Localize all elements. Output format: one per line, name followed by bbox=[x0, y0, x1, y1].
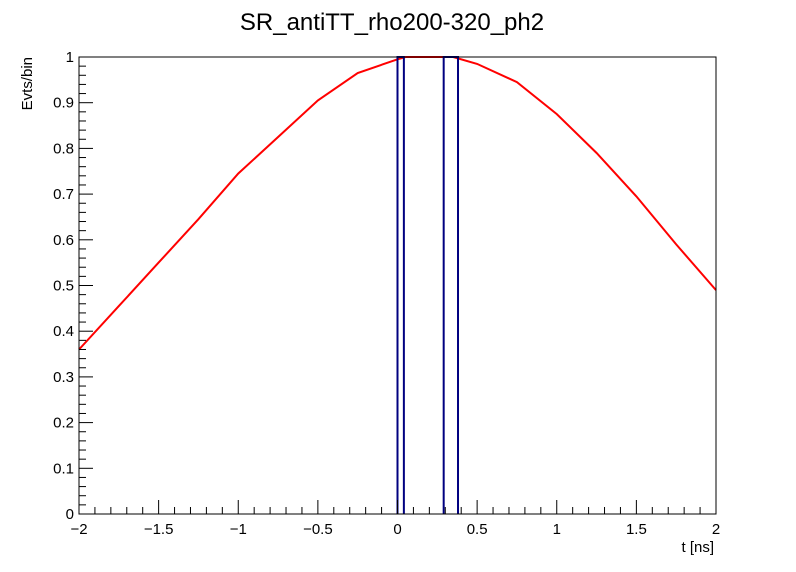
y-tick-label: 0.1 bbox=[53, 460, 74, 477]
y-tick-label: 0.5 bbox=[53, 278, 74, 295]
y-tick-label: 1 bbox=[66, 49, 74, 66]
x-tick-label: 1.5 bbox=[626, 521, 647, 538]
y-tick-label: 0.3 bbox=[53, 369, 74, 386]
x-tick-label: 0.5 bbox=[467, 521, 488, 538]
y-tick-label: 0.9 bbox=[53, 95, 74, 112]
x-tick-label: 1 bbox=[553, 521, 561, 538]
x-tick-label: 0 bbox=[393, 521, 401, 538]
y-tick-label: 0.8 bbox=[53, 140, 74, 157]
y-tick-label: 0.2 bbox=[53, 415, 74, 432]
x-tick-label: −1.5 bbox=[144, 521, 174, 538]
x-tick-label: −2 bbox=[70, 521, 87, 538]
data-layer bbox=[78, 56, 717, 514]
y-tick-label: 0.6 bbox=[53, 232, 74, 249]
x-tick-label: −0.5 bbox=[303, 521, 333, 538]
histogram-bar-0 bbox=[396, 56, 405, 514]
y-tick-label: 0.4 bbox=[53, 323, 74, 340]
chart-title: SR_antiTT_rho200-320_ph2 bbox=[240, 9, 544, 36]
axes-layer: −2 −1.5 −1 −0.5 0 0.5 1 1.5 2 0 0.1 0.2 0.3 0.4 0.5 0.6… bbox=[53, 49, 720, 538]
y-tick-label: 0.7 bbox=[53, 186, 74, 203]
x-tick-label: 2 bbox=[712, 521, 720, 538]
y-tick-label: 0 bbox=[66, 506, 74, 523]
histogram-bar-1 bbox=[442, 56, 460, 514]
y-axis-label: Evts/bin bbox=[19, 57, 36, 110]
x-axis-label: t [ns] bbox=[681, 539, 714, 556]
series-line-0 bbox=[78, 56, 717, 351]
x-tick-label: −1 bbox=[230, 521, 247, 538]
